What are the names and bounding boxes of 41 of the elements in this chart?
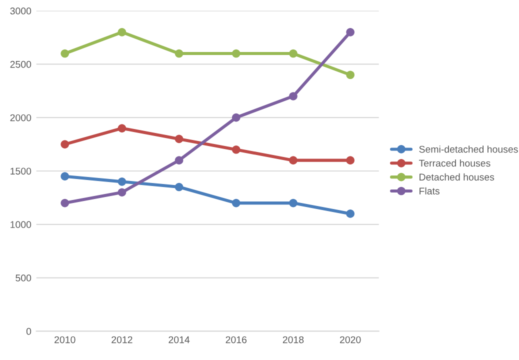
- point: [289, 198, 298, 208]
- x-tick-label: 2016: [226, 336, 247, 344]
- y-tick-label: 500: [16, 274, 32, 282]
- legend-label: Detached houses: [420, 173, 494, 181]
- point: [60, 198, 70, 208]
- x-tick-label: 2018: [282, 336, 304, 344]
- point: [60, 49, 70, 58]
- x-tick-label: 2010: [54, 336, 76, 344]
- point: [60, 172, 70, 181]
- point: [232, 113, 240, 122]
- y-tick-label: 2500: [10, 60, 32, 68]
- point: [60, 140, 70, 148]
- y-tick-label: 0: [26, 328, 32, 335]
- point: [232, 145, 240, 154]
- point: [118, 188, 126, 197]
- legend-label: Terraced houses: [418, 160, 490, 167]
- x-tick-label: 2014: [168, 336, 190, 344]
- x-tick-label: 2012: [112, 336, 132, 344]
- y-tick-label: 1000: [10, 221, 32, 228]
- x-tick-label: 2020: [340, 336, 361, 344]
- point: [174, 156, 184, 164]
- y-tick-label: 2000: [10, 114, 32, 122]
- point: [346, 210, 354, 218]
- point: [289, 49, 298, 58]
- legend-label: Semi-detached houses: [419, 146, 518, 153]
- point: [346, 70, 354, 80]
- point: [118, 178, 126, 186]
- y-tick-label: 1500: [10, 168, 32, 175]
- point: [174, 182, 184, 192]
- y-tick-label: 3000: [10, 8, 32, 14]
- point: [118, 124, 126, 132]
- point: [174, 49, 184, 58]
- point: [232, 49, 240, 58]
- point: [289, 92, 298, 100]
- point: [346, 156, 354, 164]
- point: [289, 156, 298, 164]
- point: [232, 198, 240, 208]
- point: [346, 28, 354, 36]
- point: [118, 28, 126, 36]
- legend-label: Flats: [420, 187, 440, 194]
- point: [174, 134, 184, 144]
